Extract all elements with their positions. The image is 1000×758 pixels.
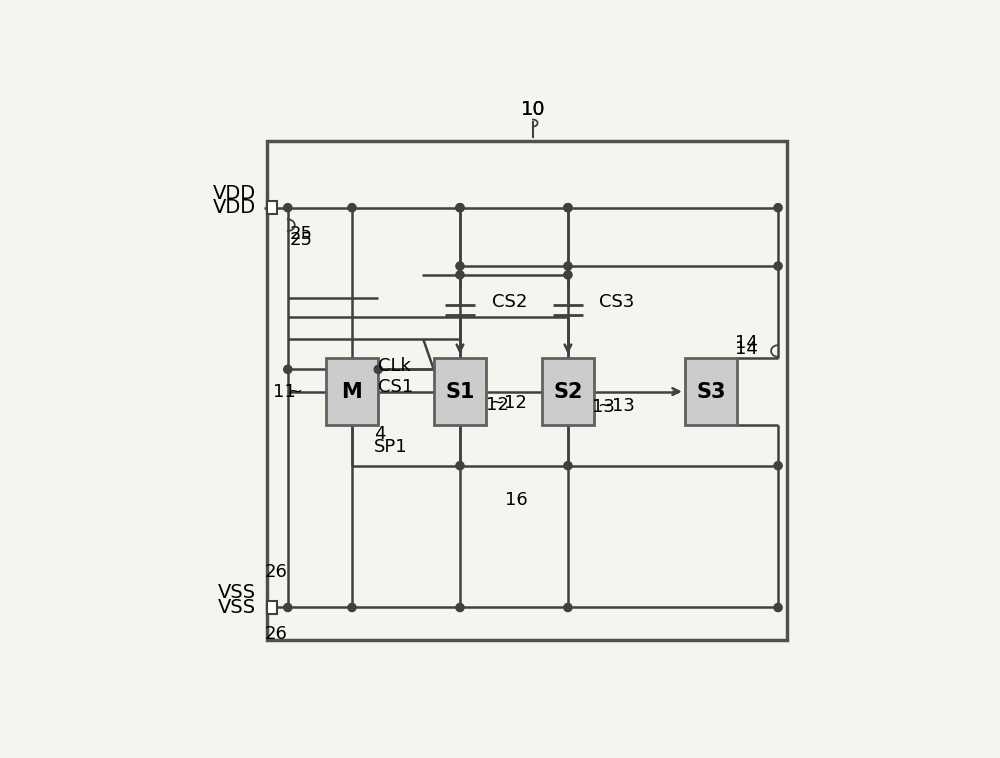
Circle shape <box>348 603 356 612</box>
Text: ~12: ~12 <box>489 394 527 412</box>
Text: CS2: CS2 <box>492 293 527 312</box>
Circle shape <box>456 204 464 211</box>
Bar <box>267 140 787 640</box>
Text: 13: 13 <box>592 398 615 416</box>
Bar <box>685 358 737 425</box>
Text: S3: S3 <box>696 381 726 402</box>
Circle shape <box>564 204 572 211</box>
Circle shape <box>564 262 572 270</box>
Text: 16: 16 <box>505 490 528 509</box>
Text: VDD: VDD <box>213 183 256 202</box>
Text: 10: 10 <box>521 100 545 119</box>
Text: M: M <box>342 381 362 402</box>
Text: S1: S1 <box>445 381 475 402</box>
Text: VSS: VSS <box>218 598 256 617</box>
Text: 26: 26 <box>265 563 288 581</box>
Text: ~: ~ <box>287 383 302 400</box>
Circle shape <box>564 271 572 279</box>
Text: 12: 12 <box>486 396 509 414</box>
Text: 26: 26 <box>265 625 288 643</box>
Text: CS3: CS3 <box>599 293 634 312</box>
Text: SP1: SP1 <box>374 438 407 456</box>
Text: VSS: VSS <box>218 584 256 603</box>
Text: CLk: CLk <box>378 358 411 375</box>
Circle shape <box>564 603 572 612</box>
Text: 14: 14 <box>735 340 758 358</box>
Bar <box>267 202 277 214</box>
Text: 11: 11 <box>273 383 295 400</box>
Circle shape <box>374 365 382 374</box>
Circle shape <box>774 262 782 270</box>
Circle shape <box>564 204 572 211</box>
Circle shape <box>774 603 782 612</box>
Text: 10: 10 <box>521 100 545 119</box>
Text: 25: 25 <box>290 230 313 249</box>
Text: ~13: ~13 <box>597 397 635 415</box>
Bar <box>542 358 594 425</box>
Text: VDD: VDD <box>213 198 256 218</box>
Circle shape <box>774 462 782 470</box>
Text: 25: 25 <box>290 225 313 243</box>
Circle shape <box>456 271 464 279</box>
Text: S2: S2 <box>553 381 583 402</box>
Circle shape <box>564 462 572 470</box>
Bar <box>434 358 486 425</box>
Circle shape <box>348 204 356 211</box>
Text: CS1: CS1 <box>378 378 414 396</box>
Bar <box>267 601 277 614</box>
Circle shape <box>284 603 292 612</box>
Circle shape <box>456 204 464 211</box>
Circle shape <box>774 204 782 211</box>
Bar <box>326 358 378 425</box>
Circle shape <box>284 204 292 211</box>
Text: 14: 14 <box>735 334 758 352</box>
Circle shape <box>456 462 464 470</box>
Circle shape <box>284 365 292 374</box>
Circle shape <box>456 603 464 612</box>
Circle shape <box>456 262 464 270</box>
Text: 4: 4 <box>374 425 385 443</box>
